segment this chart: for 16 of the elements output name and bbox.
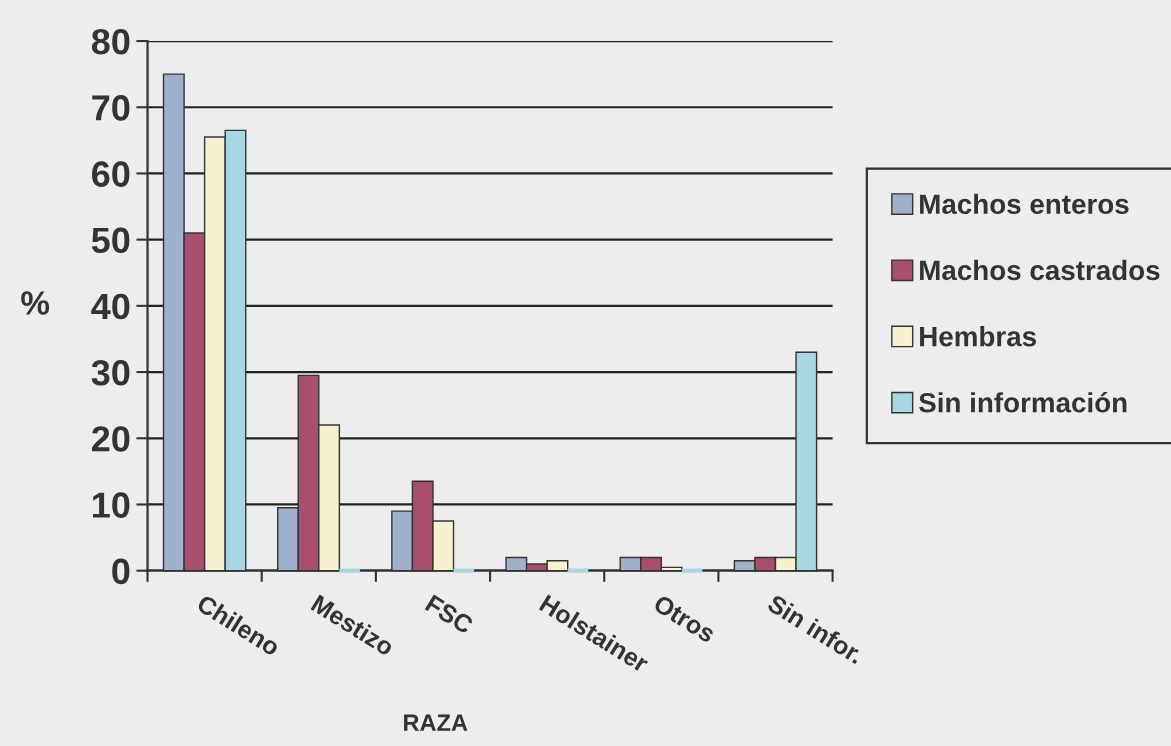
legend-label: Hembras <box>920 326 1036 347</box>
y-tick-label: 30 <box>91 359 130 386</box>
y-tick-label: 0 <box>112 558 130 585</box>
y-tick-label: 40 <box>91 293 130 320</box>
y-tick-label: 50 <box>91 227 130 254</box>
x-axis-title: RAZA <box>404 714 468 731</box>
legend-label: Machos enteros <box>920 193 1129 215</box>
y-tick-label: 80 <box>91 28 130 55</box>
legend-label: Sin información <box>919 391 1127 413</box>
y-tick-label: 70 <box>92 95 130 121</box>
legend-label: Machos castrados <box>920 259 1160 281</box>
y-tick-label: 20 <box>91 426 130 452</box>
y-tick-label: 10 <box>92 492 130 518</box>
y-tick-label: 60 <box>92 161 130 187</box>
y-axis-title: % <box>21 291 50 315</box>
x-tick-label: FSC <box>424 594 475 635</box>
